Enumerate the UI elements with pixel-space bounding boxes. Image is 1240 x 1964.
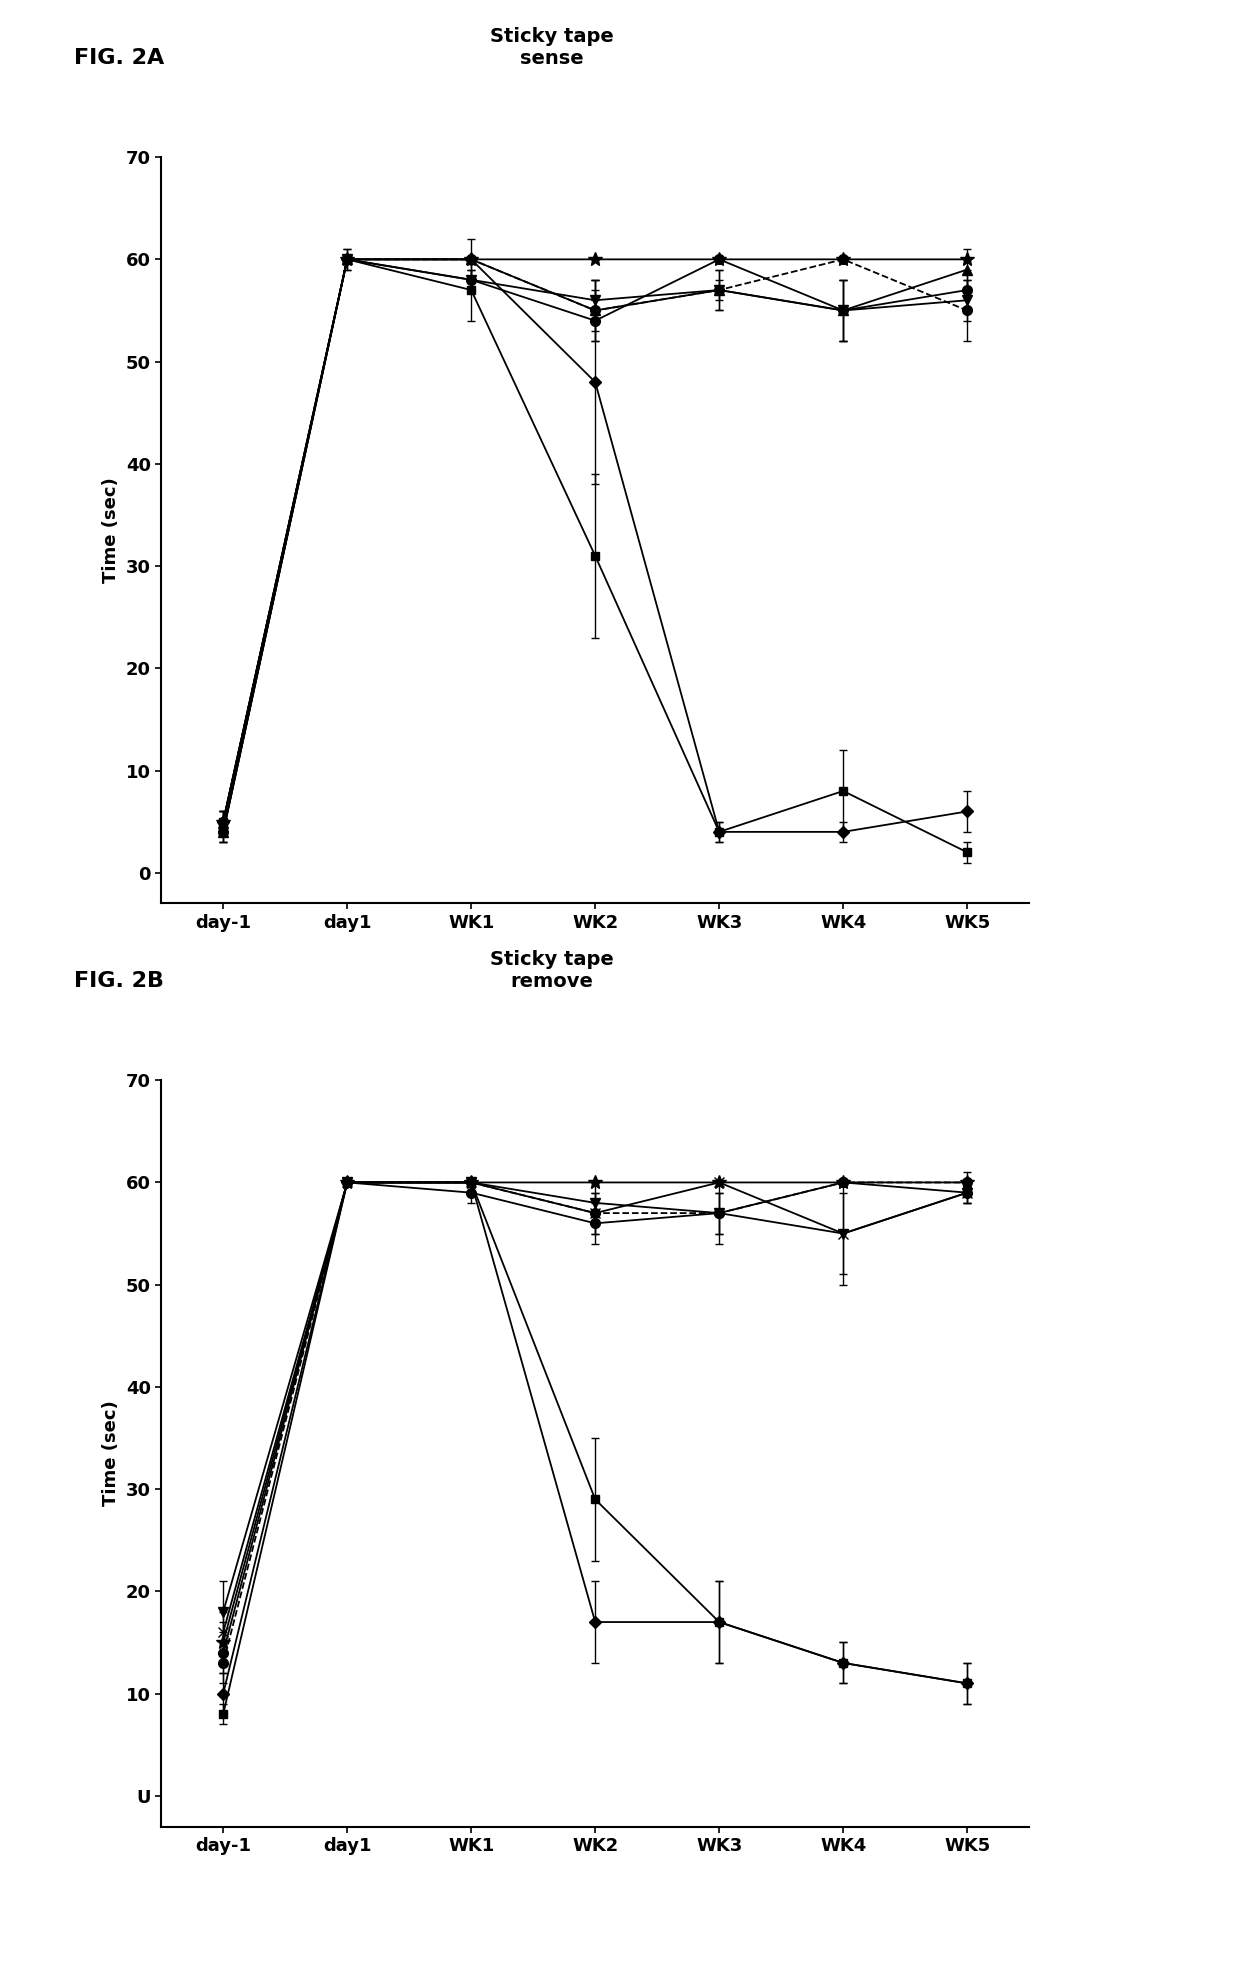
- Y-axis label: Time (sec): Time (sec): [102, 477, 120, 583]
- Text: Sticky tape
remove: Sticky tape remove: [490, 951, 614, 990]
- Y-axis label: Time (sec): Time (sec): [102, 1400, 120, 1506]
- Text: FIG. 2A: FIG. 2A: [74, 47, 165, 67]
- Text: Sticky tape
sense: Sticky tape sense: [490, 27, 614, 67]
- Text: FIG. 2B: FIG. 2B: [74, 970, 165, 990]
